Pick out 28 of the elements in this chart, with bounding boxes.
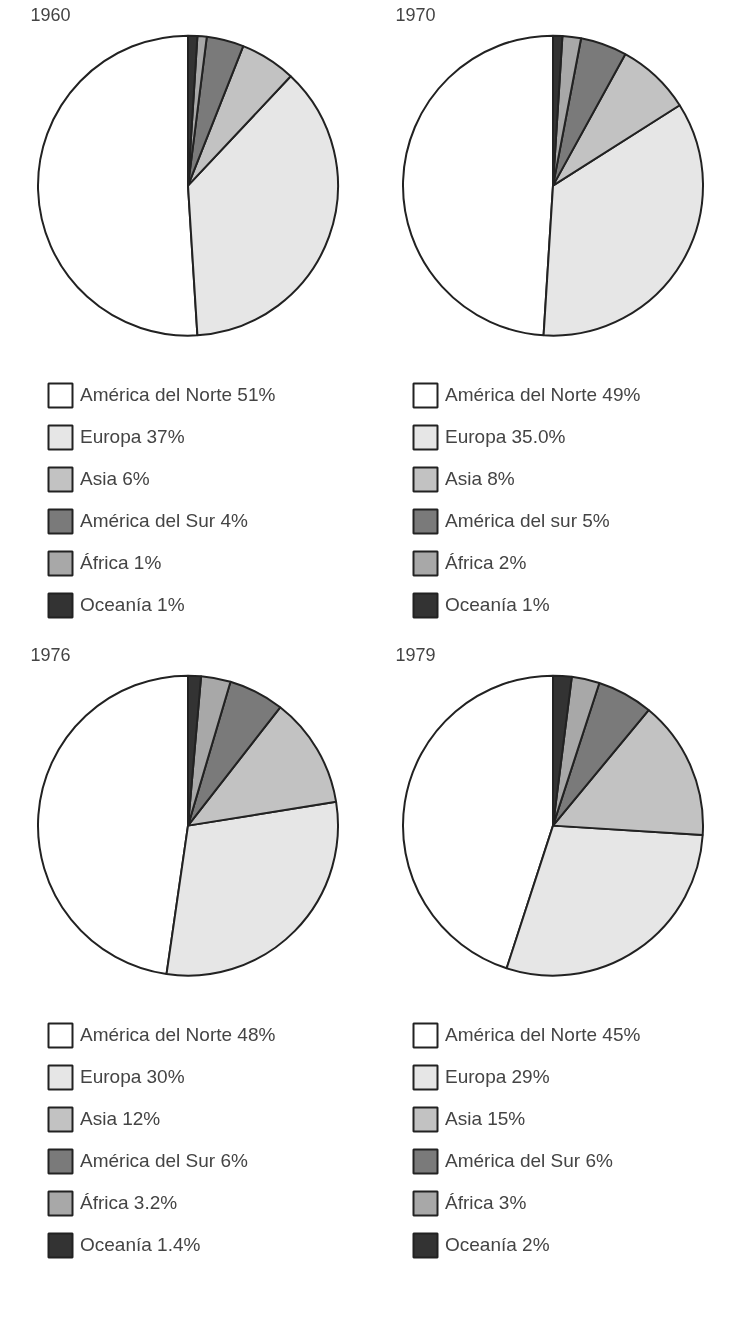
legend-label: América del Sur 6% <box>80 1150 248 1172</box>
legend-label: Asia 12% <box>80 1108 161 1130</box>
legend-label: América del sur 5% <box>445 510 610 532</box>
legend-label: Oceanía 1.4% <box>80 1234 201 1256</box>
legend-label: Europa 30% <box>80 1066 185 1088</box>
legend-label: Asia 8% <box>445 468 515 490</box>
legend-label: África 1% <box>80 552 162 574</box>
chart-title: 1976 <box>30 644 71 665</box>
legend-label: Asia 15% <box>445 1108 526 1130</box>
legend-label: América del Norte 51% <box>80 384 276 406</box>
legend-label: Europa 35.0% <box>445 426 566 448</box>
legend-label: Asia 6% <box>80 468 150 490</box>
legend-label: África 2% <box>445 552 527 574</box>
legend-label: América del Norte 48% <box>80 1024 276 1046</box>
legend-label: África 3.2% <box>80 1192 178 1214</box>
legend-label: América del Sur 4% <box>80 510 248 532</box>
legend-label: América del Norte 49% <box>445 384 641 406</box>
legend-label: Oceanía 2% <box>445 1234 550 1256</box>
legend-label: América del Norte 45% <box>445 1024 641 1046</box>
chart-title: 1979 <box>395 644 436 665</box>
legend-label: África 3% <box>445 1192 527 1214</box>
legend-label: Oceanía 1% <box>445 594 550 616</box>
chart-title: 1960 <box>30 4 71 25</box>
legend-label: Europa 29% <box>445 1066 550 1088</box>
legend-label: Oceanía 1% <box>80 594 185 616</box>
chart-title: 1970 <box>395 4 436 25</box>
legend-label: Europa 37% <box>80 426 185 448</box>
legend-label: América del Sur 6% <box>445 1150 613 1172</box>
